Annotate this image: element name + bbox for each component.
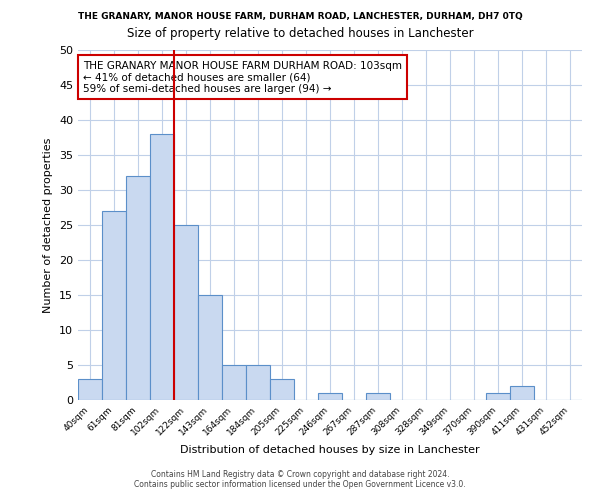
- Bar: [366, 393, 390, 400]
- Bar: [78, 379, 102, 400]
- Bar: [198, 295, 222, 400]
- Bar: [318, 393, 342, 400]
- Bar: [486, 393, 510, 400]
- Text: THE GRANARY MANOR HOUSE FARM DURHAM ROAD: 103sqm
← 41% of detached houses are sm: THE GRANARY MANOR HOUSE FARM DURHAM ROAD…: [83, 60, 402, 94]
- Text: Contains HM Land Registry data © Crown copyright and database right 2024.
Contai: Contains HM Land Registry data © Crown c…: [134, 470, 466, 489]
- Bar: [246, 365, 270, 400]
- Text: THE GRANARY, MANOR HOUSE FARM, DURHAM ROAD, LANCHESTER, DURHAM, DH7 0TQ: THE GRANARY, MANOR HOUSE FARM, DURHAM RO…: [77, 12, 523, 22]
- Bar: [174, 225, 198, 400]
- X-axis label: Distribution of detached houses by size in Lanchester: Distribution of detached houses by size …: [180, 446, 480, 456]
- Bar: [510, 386, 534, 400]
- Bar: [222, 365, 246, 400]
- Bar: [126, 176, 150, 400]
- Bar: [270, 379, 294, 400]
- Bar: [150, 134, 174, 400]
- Text: Size of property relative to detached houses in Lanchester: Size of property relative to detached ho…: [127, 28, 473, 40]
- Y-axis label: Number of detached properties: Number of detached properties: [43, 138, 53, 312]
- Bar: [102, 211, 126, 400]
